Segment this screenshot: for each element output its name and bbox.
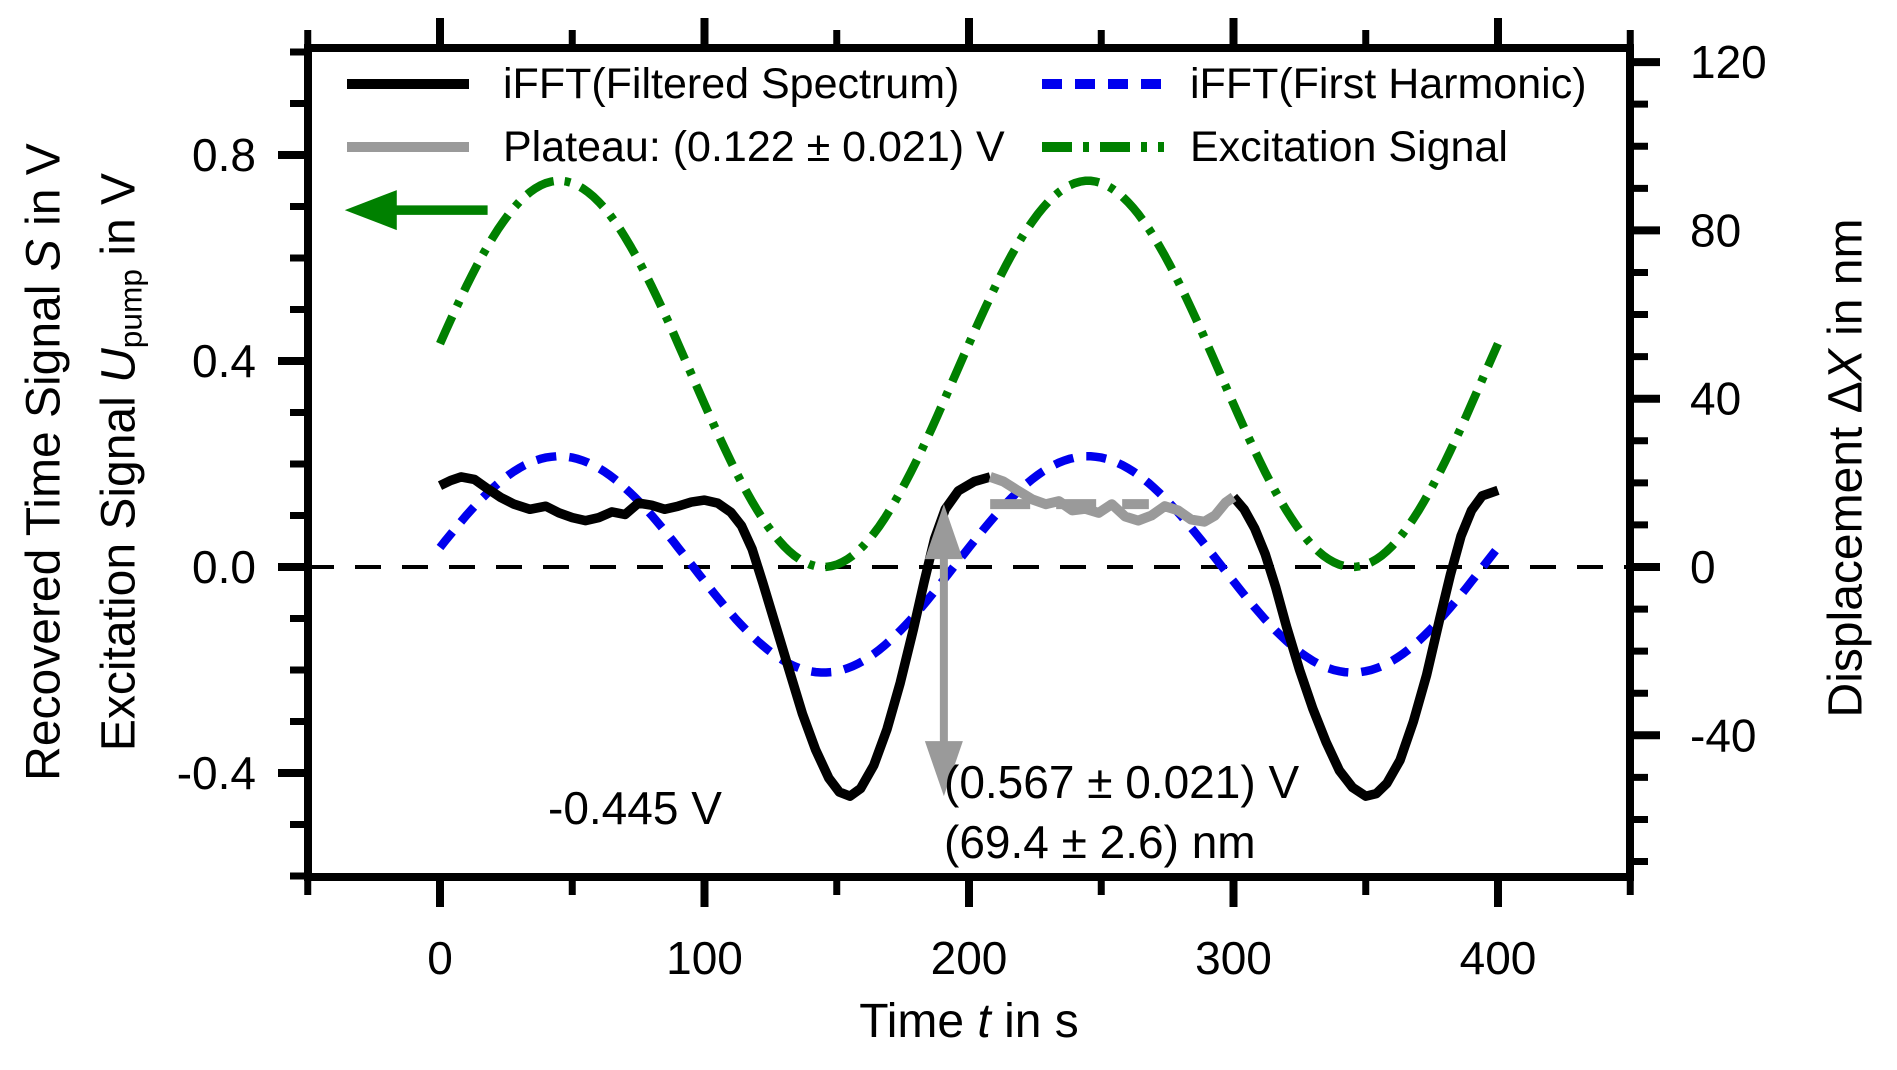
plateau-line-swatch	[345, 138, 471, 156]
plot-frame	[304, 44, 1634, 881]
first-harmonic-curve	[436, 452, 1502, 677]
legend-item-filtered-spectrum: iFFT(Filtered Spectrum)	[345, 60, 959, 108]
excitation-signal-curve	[436, 176, 1502, 572]
left-tick-label: -0.4	[177, 747, 256, 799]
legend-label-plateau: Plateau: (0.122 ± 0.021) V	[503, 123, 1005, 171]
plateau-curve	[988, 472, 1237, 527]
right-tick-label: -40	[1690, 709, 1756, 761]
right-tick-label: 40	[1690, 373, 1741, 425]
filtered-spectrum-curve-segment-2	[1229, 485, 1500, 801]
minimum-value-annotation: -0.445 V	[548, 782, 722, 834]
left-axis-title-excitation-signal: Excitation Signal Upump in V	[92, 172, 149, 752]
legend-label-first-harmonic: iFFT(First Harmonic)	[1190, 60, 1587, 108]
x-tick-label: 200	[931, 932, 1008, 984]
filtered-spectrum-line-swatch	[345, 75, 471, 93]
left-tick-label: 0.4	[192, 335, 256, 387]
legend-label-excitation-signal: Excitation Signal	[1190, 123, 1508, 171]
x-tick-label: 100	[666, 932, 743, 984]
axis-ticks	[278, 18, 1660, 907]
left-axis-title-recovered-signal: Recovered Time Signal S in V	[17, 143, 71, 781]
excitation-left-axis-arrow	[344, 190, 488, 231]
legend-item-plateau: Plateau: (0.122 ± 0.021) V	[345, 123, 1005, 171]
right-tick-label: 120	[1690, 36, 1767, 88]
excitation-signal-line-swatch	[1040, 138, 1166, 156]
filtered-spectrum-curve-segment-1	[437, 472, 992, 801]
right-tick-label: 80	[1690, 204, 1741, 256]
legend-label-filtered-spectrum: iFFT(Filtered Spectrum)	[503, 60, 960, 108]
x-tick-label: 300	[1195, 932, 1272, 984]
right-tick-label: 0	[1690, 541, 1716, 593]
x-tick-label: 0	[427, 932, 453, 984]
span-voltage-annotation: (0.567 ± 0.021) V	[944, 756, 1300, 808]
x-axis-title: Time t in s	[859, 995, 1079, 1048]
span-displacement-annotation: (69.4 ± 2.6) nm	[944, 816, 1256, 868]
legend-item-excitation-signal: Excitation Signal	[1040, 123, 1508, 171]
span-double-arrow	[924, 504, 963, 797]
x-tick-label: 400	[1460, 932, 1537, 984]
legend-item-first-harmonic: iFFT(First Harmonic)	[1040, 60, 1587, 108]
left-tick-label: 0.0	[192, 541, 256, 593]
left-tick-label: 0.8	[192, 129, 256, 181]
right-axis-title-displacement: Displacement ΔX in nm	[1819, 218, 1873, 718]
first-harmonic-line-swatch	[1040, 75, 1166, 93]
